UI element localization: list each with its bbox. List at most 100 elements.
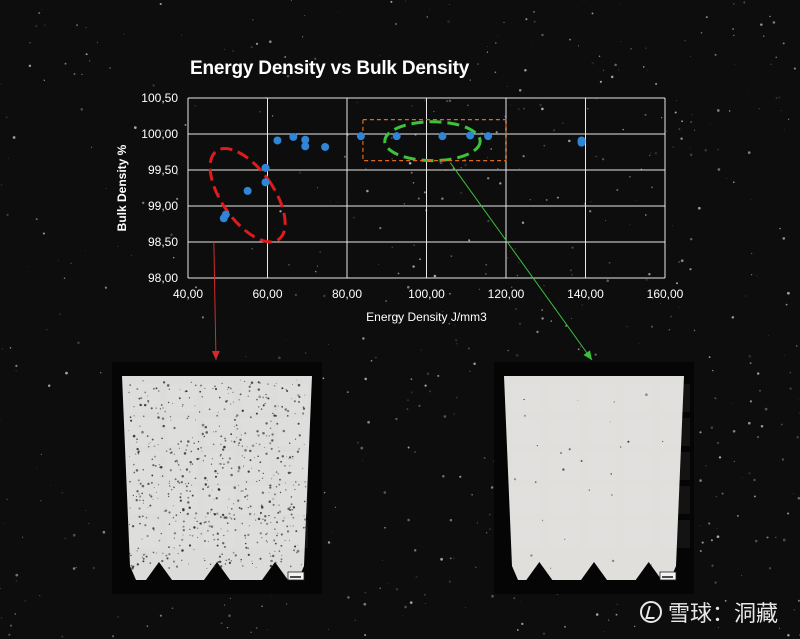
pore-dot bbox=[182, 520, 185, 523]
star-dot bbox=[630, 48, 632, 50]
pore-dot bbox=[303, 515, 305, 517]
star-dot bbox=[569, 38, 571, 41]
pore-dot bbox=[280, 533, 283, 536]
star-dot bbox=[516, 629, 519, 631]
star-dot bbox=[783, 354, 785, 356]
pore-dot bbox=[157, 497, 159, 499]
star-dot bbox=[636, 199, 638, 201]
star-dot bbox=[770, 63, 772, 66]
star-dot bbox=[517, 108, 520, 111]
star-dot bbox=[46, 329, 48, 331]
pore-dot bbox=[291, 508, 294, 511]
pore-dot bbox=[262, 518, 264, 521]
pore-dot bbox=[223, 534, 225, 537]
pore-dot bbox=[550, 567, 552, 569]
star-dot bbox=[758, 108, 760, 110]
pore-dot bbox=[272, 554, 275, 558]
pore-dot bbox=[250, 381, 254, 385]
pore-dot bbox=[228, 498, 230, 500]
star-dot bbox=[109, 66, 112, 69]
star-dot bbox=[0, 587, 1, 589]
pore-dot bbox=[149, 504, 152, 507]
data-point bbox=[438, 132, 447, 141]
star-dot bbox=[651, 325, 654, 328]
pore-dot bbox=[153, 486, 155, 489]
pore-dot bbox=[138, 507, 141, 510]
star-dot bbox=[521, 622, 524, 626]
star-dot bbox=[655, 82, 658, 85]
star-dot bbox=[651, 186, 653, 189]
star-dot bbox=[690, 238, 693, 241]
star-dot bbox=[750, 610, 753, 614]
star-dot bbox=[577, 348, 580, 351]
pore-dot bbox=[225, 400, 228, 403]
pore-dot bbox=[281, 387, 284, 390]
pore-dot bbox=[152, 464, 155, 467]
star-dot bbox=[753, 478, 756, 482]
pore-dot bbox=[224, 437, 226, 440]
pore-dot bbox=[201, 423, 205, 427]
pore-dot bbox=[200, 532, 203, 535]
pore-dot bbox=[189, 490, 191, 492]
star-dot bbox=[194, 105, 196, 107]
pore-dot bbox=[139, 482, 142, 485]
star-dot bbox=[486, 157, 489, 159]
star-dot bbox=[375, 356, 377, 359]
star-dot bbox=[522, 155, 525, 158]
star-dot bbox=[760, 424, 764, 428]
star-dot bbox=[327, 541, 331, 544]
pore-dot bbox=[169, 485, 171, 487]
pore-dot bbox=[238, 485, 239, 486]
pore-dot bbox=[214, 475, 218, 478]
star-dot bbox=[447, 20, 450, 23]
pore-dot bbox=[270, 555, 272, 557]
pore-dot bbox=[257, 388, 261, 391]
star-dot bbox=[563, 625, 567, 628]
pore-dot bbox=[266, 532, 268, 534]
star-dot bbox=[15, 579, 18, 582]
pore-dot bbox=[242, 490, 244, 492]
pore-dot bbox=[241, 455, 243, 457]
pore-dot bbox=[188, 471, 191, 473]
star-dot bbox=[708, 522, 711, 525]
star-dot bbox=[793, 492, 794, 494]
pore-dot bbox=[238, 442, 241, 444]
star-dot bbox=[439, 161, 443, 165]
star-dot bbox=[406, 408, 409, 411]
pore-dot bbox=[158, 464, 161, 466]
pore-dot bbox=[133, 471, 136, 474]
chart-title: Energy Density vs Bulk Density bbox=[190, 58, 470, 79]
star-dot bbox=[364, 167, 367, 170]
pore-dot bbox=[210, 463, 213, 465]
pore-dot bbox=[265, 533, 267, 536]
pore-dot bbox=[286, 456, 288, 458]
scan-tile bbox=[623, 384, 653, 412]
pore-dot bbox=[137, 479, 140, 482]
pore-dot bbox=[230, 508, 233, 510]
pore-dot bbox=[288, 539, 290, 541]
star-dot bbox=[747, 92, 749, 94]
star-dot bbox=[499, 182, 502, 185]
star-dot bbox=[733, 460, 735, 462]
pore-dot bbox=[179, 512, 182, 514]
pore-dot bbox=[188, 563, 190, 565]
star-dot bbox=[678, 261, 680, 263]
star-dot bbox=[768, 567, 772, 570]
pore-dot bbox=[181, 475, 184, 478]
pore-dot bbox=[163, 510, 166, 512]
pore-dot bbox=[209, 563, 212, 566]
scan-tile bbox=[512, 452, 542, 480]
pore-dot bbox=[233, 440, 236, 443]
star-dot bbox=[298, 171, 302, 174]
pore-dot bbox=[147, 399, 150, 403]
star-dot bbox=[407, 518, 410, 522]
star-dot bbox=[396, 315, 399, 318]
star-dot bbox=[228, 614, 231, 618]
star-dot bbox=[749, 400, 752, 403]
star-dot bbox=[12, 136, 16, 139]
pore-dot bbox=[275, 471, 278, 473]
star-dot bbox=[674, 111, 677, 114]
star-dot bbox=[224, 49, 226, 50]
data-point bbox=[301, 135, 310, 144]
pore-dot bbox=[162, 381, 166, 384]
